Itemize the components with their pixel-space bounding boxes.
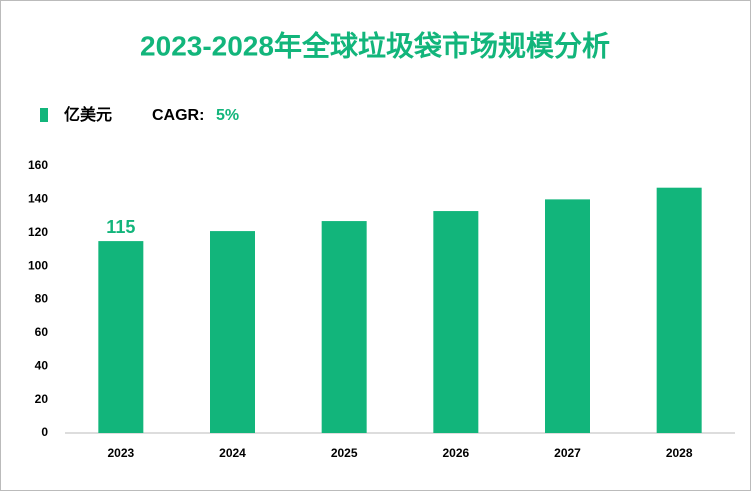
y-tick-label: 20: [35, 392, 49, 406]
x-tick-label: 2026: [442, 446, 469, 460]
legend-label: 亿美元: [64, 105, 112, 124]
y-tick-label: 80: [35, 292, 49, 306]
x-tick-label: 2027: [554, 446, 581, 460]
annotation-label: CAGR:: [152, 107, 204, 124]
y-tick-label: 60: [35, 325, 49, 339]
bar: [433, 211, 479, 433]
bar: [656, 187, 702, 433]
y-tick-label: 40: [35, 358, 49, 372]
annotation-value: 5%: [216, 107, 239, 124]
y-tick-label: 100: [28, 258, 48, 272]
data-label: 115: [106, 217, 135, 237]
x-tick-label: 2024: [219, 446, 246, 460]
legend-swatch: [40, 108, 48, 122]
y-tick-label: 160: [28, 158, 48, 172]
x-tick-label: 2025: [331, 446, 358, 460]
y-tick-label: 0: [41, 425, 48, 439]
x-tick-label: 2028: [666, 446, 693, 460]
bar: [98, 241, 144, 433]
y-tick-label: 120: [28, 225, 48, 239]
bar: [545, 199, 590, 433]
x-tick-label: 2023: [107, 446, 134, 460]
bar: [321, 221, 367, 433]
bar: [210, 231, 255, 433]
chart-title: 2023-2028年全球垃圾袋市场规模分析: [140, 29, 610, 61]
y-tick-label: 140: [28, 192, 48, 206]
